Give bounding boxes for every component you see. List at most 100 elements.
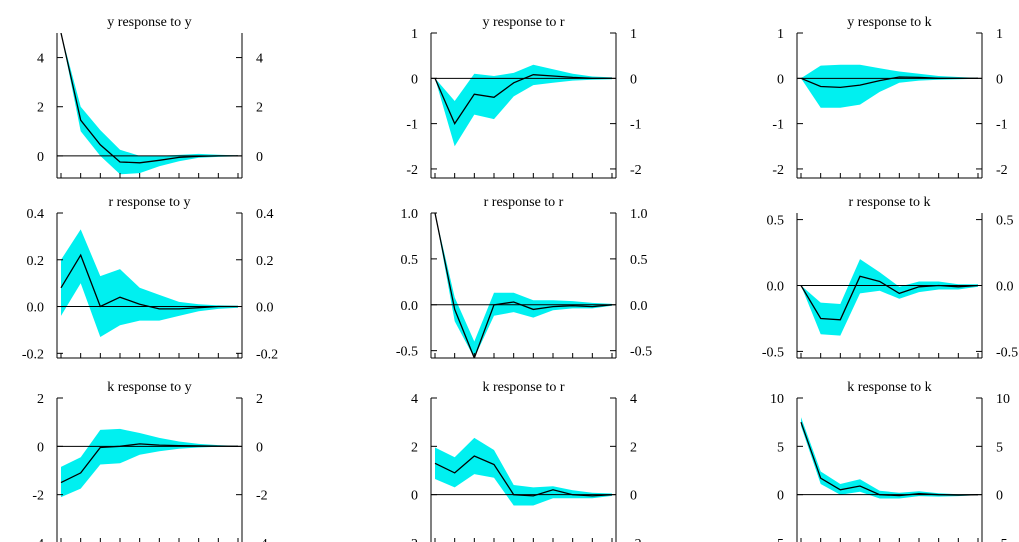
y-tick-label-left: 0.0 bbox=[401, 299, 419, 314]
y-tick-label-right: -2 bbox=[630, 537, 642, 542]
y-tick-label-right: 0 bbox=[630, 72, 637, 87]
panel-title: k response to r bbox=[482, 380, 564, 395]
panel-8: -2 -2 0 0 2 2 4 4 k response to r bbox=[406, 380, 642, 542]
y-tick-label-right: 0 bbox=[630, 489, 637, 504]
y-tick-label-right: -0.5 bbox=[630, 345, 652, 360]
confidence-band bbox=[801, 64, 978, 108]
y-tick-label-left: -1 bbox=[406, 118, 418, 133]
y-tick-label-right: 1.0 bbox=[630, 207, 648, 222]
y-tick-label-left: 0.0 bbox=[27, 301, 45, 316]
y-tick-label-right: 0.0 bbox=[630, 299, 648, 314]
y-tick-label-left: 0 bbox=[411, 72, 418, 87]
y-tick-label-right: -0.2 bbox=[256, 347, 278, 362]
y-tick-label-right: -5 bbox=[996, 537, 1008, 542]
y-tick-label-right: 1 bbox=[996, 27, 1003, 42]
panel-7: -4 -4 -2 -2 0 0 2 2 k response to y bbox=[32, 380, 268, 542]
y-tick-label-left: -0.5 bbox=[762, 345, 784, 360]
y-tick-label-left: -0.2 bbox=[22, 347, 44, 362]
y-tick-label-left: 0.5 bbox=[767, 214, 785, 229]
y-tick-label-right: 4 bbox=[256, 52, 263, 67]
confidence-band bbox=[435, 64, 612, 147]
y-tick-label-left: 4 bbox=[37, 52, 44, 67]
response-line bbox=[60, 33, 238, 164]
y-tick-label-right: 10 bbox=[996, 392, 1010, 407]
y-tick-label-left: 0.4 bbox=[27, 207, 45, 222]
y-tick-label-left: -4 bbox=[32, 537, 44, 542]
y-tick-label-right: 2 bbox=[256, 101, 263, 116]
y-tick-label-right: 2 bbox=[630, 440, 637, 455]
panel-6: -0.5 -0.5 0.0 0.0 0.5 0.5 r response to k bbox=[762, 195, 1018, 360]
panel-title: k response to y bbox=[107, 380, 191, 395]
response-line bbox=[800, 421, 979, 497]
y-tick-label-left: 0 bbox=[37, 150, 44, 165]
y-tick-label-right: -1 bbox=[996, 118, 1008, 133]
y-tick-label-right: -2 bbox=[256, 489, 268, 504]
panel-title: y response to y bbox=[107, 15, 191, 30]
panel-title: y response to r bbox=[482, 15, 564, 30]
y-tick-label-left: 0 bbox=[777, 489, 784, 504]
response-line bbox=[60, 253, 238, 310]
y-tick-label-left: 2 bbox=[37, 101, 44, 116]
y-tick-label-left: 0 bbox=[777, 72, 784, 87]
y-tick-label-left: 0.0 bbox=[767, 280, 785, 295]
response-line bbox=[434, 213, 613, 358]
y-tick-label-left: 0.5 bbox=[401, 253, 419, 268]
panel-5: -0.5 -0.5 0.0 0.0 0.5 0.5 1.0 1.0 r response to … bbox=[396, 195, 652, 360]
y-tick-label-right: 0 bbox=[256, 150, 263, 165]
y-tick-label-left: 4 bbox=[411, 392, 418, 407]
y-tick-label-right: 4 bbox=[630, 392, 637, 407]
y-tick-label-left: -2 bbox=[772, 163, 784, 178]
y-tick-label-right: 0 bbox=[996, 489, 1003, 504]
y-tick-label-right: -2 bbox=[996, 163, 1008, 178]
y-tick-label-left: -2 bbox=[32, 489, 44, 504]
panel-title: r response to y bbox=[108, 195, 190, 210]
confidence-band bbox=[61, 33, 238, 175]
response-line bbox=[60, 443, 239, 484]
y-tick-label-right: 0 bbox=[256, 440, 263, 455]
y-tick-label-left: -2 bbox=[406, 163, 418, 178]
y-tick-label-right: 0 bbox=[996, 72, 1003, 87]
y-tick-label-left: 1 bbox=[777, 27, 784, 42]
confidence-band bbox=[801, 259, 978, 336]
response-line bbox=[800, 275, 979, 321]
y-tick-label-right: 5 bbox=[996, 440, 1003, 455]
y-tick-label-left: 0 bbox=[37, 440, 44, 455]
y-tick-label-left: 5 bbox=[777, 440, 784, 455]
y-tick-label-left: 2 bbox=[37, 392, 44, 407]
panel-4: -0.2 -0.2 0.0 0.0 0.2 0.2 0.4 0.4 r response to … bbox=[22, 195, 278, 362]
y-tick-label-left: 0.2 bbox=[27, 254, 45, 269]
y-tick-label-left: 10 bbox=[770, 392, 784, 407]
y-tick-label-right: 0.5 bbox=[630, 253, 648, 268]
panel-2: -2 -2 -1 -1 0 0 1 1 y response to r bbox=[406, 15, 642, 179]
panel-title: r response to r bbox=[484, 195, 564, 210]
confidence-band bbox=[435, 437, 612, 506]
y-tick-label-left: -5 bbox=[772, 537, 784, 542]
panel-3: -2 -2 -1 -1 0 0 1 1 y response to k bbox=[772, 15, 1008, 179]
response-line bbox=[800, 76, 978, 89]
y-tick-label-right: -2 bbox=[630, 163, 642, 178]
y-tick-label-left: 1.0 bbox=[401, 207, 419, 222]
y-tick-label-right: 0.0 bbox=[256, 301, 274, 316]
y-tick-label-right: 0.4 bbox=[256, 207, 274, 222]
confidence-band bbox=[61, 229, 238, 337]
y-tick-label-right: 0.5 bbox=[996, 214, 1014, 229]
y-tick-label-right: -4 bbox=[256, 537, 268, 542]
y-tick-label-right: -0.5 bbox=[996, 345, 1018, 360]
y-tick-label-right: 0.2 bbox=[256, 254, 274, 269]
y-tick-label-left: 2 bbox=[411, 440, 418, 455]
y-tick-label-right: 0.0 bbox=[996, 280, 1014, 295]
panel-title: k response to k bbox=[847, 380, 931, 395]
y-tick-label-left: -0.5 bbox=[396, 345, 418, 360]
y-tick-label-left: -2 bbox=[406, 537, 418, 542]
y-tick-label-right: 1 bbox=[630, 27, 637, 42]
y-tick-label-left: 1 bbox=[411, 27, 418, 42]
panel-title: r response to k bbox=[848, 195, 930, 210]
y-tick-label-right: -1 bbox=[630, 118, 642, 133]
panel-1: 0 0 2 2 4 4 y response to y bbox=[37, 15, 263, 179]
confidence-band bbox=[801, 417, 978, 499]
y-tick-label-left: 0 bbox=[411, 489, 418, 504]
y-tick-label-right: 2 bbox=[256, 392, 263, 407]
response-line bbox=[434, 74, 612, 125]
y-tick-label-left: -1 bbox=[772, 118, 784, 133]
